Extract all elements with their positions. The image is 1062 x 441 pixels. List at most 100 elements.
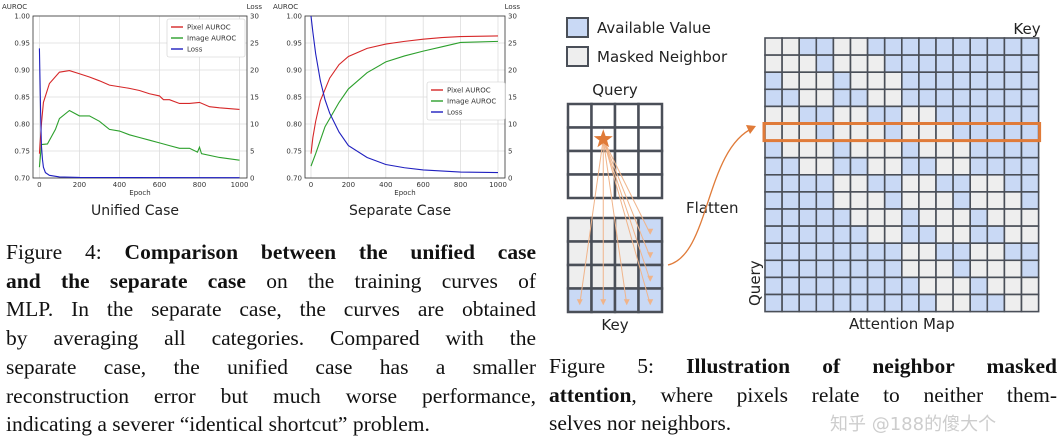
legend-label: Masked Neighbor [597, 48, 728, 66]
y2-tick-label: 30 [508, 13, 517, 21]
caption-bold-text: attention [549, 382, 632, 407]
attention-cell-masked [900, 259, 920, 279]
attention-cell-masked [918, 105, 937, 125]
attention-cell-available [849, 242, 869, 262]
attention-cell-available [815, 225, 835, 245]
attention-cell-available [1020, 259, 1040, 279]
y-axis-label: AUROC [273, 3, 298, 11]
attention-cell-masked [798, 71, 818, 91]
attention-arrow [602, 139, 651, 305]
y-tick-label: 1.00 [286, 13, 302, 21]
attention-cell-available [764, 71, 783, 91]
attention-cell-available [900, 37, 920, 56]
attention-cell-available [764, 208, 783, 227]
attention-arrow [602, 139, 628, 305]
attention-cell-masked [866, 156, 886, 176]
attention-cell-available [986, 293, 1006, 313]
attention-cell-available [935, 174, 954, 193]
arrow-head [647, 228, 654, 235]
attention-cell-available [781, 208, 801, 227]
query-cell [613, 102, 640, 129]
attention-cell-masked [935, 276, 954, 296]
highlighted-query-row [762, 122, 1042, 143]
attention-cell-available [986, 71, 1006, 91]
arrow-head [600, 299, 607, 306]
attention-cell-masked [883, 208, 903, 227]
attention-query-label: Query [746, 260, 764, 306]
attention-cell-masked [781, 122, 801, 142]
caption-bold-text: Comparison between the unified case [124, 240, 536, 264]
attention-cell-masked [866, 225, 886, 245]
attention-cell-available [866, 276, 886, 296]
series-line-image-auroc [310, 40, 499, 167]
attention-cell-available [815, 105, 835, 125]
attention-cell-masked [832, 122, 852, 142]
arrow-head [623, 299, 630, 306]
attention-cell-masked [849, 122, 869, 142]
attention-cell-masked [866, 208, 886, 227]
attention-cell-available [883, 54, 903, 73]
attention-cell-masked [866, 139, 886, 159]
attention-cell-available [781, 293, 801, 313]
attention-cell-available [815, 54, 835, 73]
attention-cell-available [1020, 191, 1040, 210]
caption-text: MLP. In the separate case, the curves ar… [6, 297, 536, 322]
attention-cell-masked [781, 71, 801, 91]
attention-cell-available [918, 88, 937, 108]
attention-cell-available [798, 191, 818, 210]
attention-cell-available [781, 225, 801, 245]
attention-cell-available [969, 276, 989, 296]
attention-cell-masked [935, 139, 954, 159]
query-cell [566, 102, 593, 129]
attention-cell-masked [900, 105, 920, 125]
attention-cell-available [1003, 88, 1023, 108]
attention-cell-available [832, 242, 852, 262]
attention-cell-available [849, 156, 869, 176]
caption-text: selves nor neighbors. [549, 411, 732, 436]
attention-cell-available [883, 293, 903, 313]
key-cell-masked [566, 263, 593, 290]
key-cell-masked [613, 263, 640, 290]
y2-tick-label: 0 [250, 175, 254, 183]
attention-cell-masked [918, 276, 937, 296]
attention-cell-available [1020, 122, 1040, 142]
attention-cell-available [764, 156, 783, 176]
key-grid-label: Key [601, 316, 628, 334]
attention-cell-available [832, 276, 852, 296]
attention-cell-available [849, 259, 869, 279]
attention-cell-masked [969, 259, 989, 279]
attention-cell-available [918, 225, 937, 245]
x-tick-label: 0 [37, 181, 41, 189]
attention-arrow [602, 139, 651, 258]
attention-cell-available [849, 225, 869, 245]
attention-cell-available [832, 293, 852, 313]
attention-cell-available [952, 122, 972, 142]
attention-cell-masked [986, 208, 1006, 227]
attention-cell-masked [1003, 259, 1023, 279]
attention-cell-masked [1003, 225, 1023, 245]
y-tick-label: 0.70 [14, 175, 30, 183]
y-tick-label: 0.75 [14, 148, 30, 156]
caption-bold-text: and the separate case [6, 268, 246, 293]
attention-cell-available [986, 105, 1006, 125]
attention-cell-masked [952, 293, 972, 313]
flatten-arrow-head [746, 125, 756, 134]
attention-cell-available [1003, 71, 1023, 91]
y2-tick-label: 30 [250, 13, 259, 21]
attention-cell-available [952, 259, 972, 279]
attention-cell-available [832, 208, 852, 227]
attention-cell-masked [849, 208, 869, 227]
attention-cell-masked [1020, 293, 1040, 313]
attention-cell-available [952, 71, 972, 91]
caption-line: Figure 5: Illustration of neighbor maske… [549, 352, 1057, 381]
attention-cell-available [815, 259, 835, 279]
attention-cell-available [781, 88, 801, 108]
caption-line: indicating a severer “identical shortcut… [6, 410, 536, 439]
attention-cell-available [832, 71, 852, 91]
attention-cell-masked [1003, 191, 1023, 210]
attention-cell-masked [815, 139, 835, 159]
attention-cell-available [781, 156, 801, 176]
attention-cell-available [969, 105, 989, 125]
attention-cell-available [832, 259, 852, 279]
attention-cell-masked [798, 156, 818, 176]
